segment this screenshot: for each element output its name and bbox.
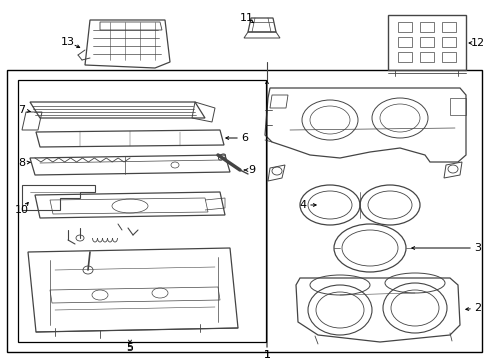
Bar <box>397 22 411 32</box>
Text: 2: 2 <box>473 303 481 313</box>
Bar <box>397 37 411 47</box>
Bar <box>7 70 481 352</box>
Bar <box>419 22 433 32</box>
Bar <box>419 37 433 47</box>
Text: 5: 5 <box>126 342 133 352</box>
Bar <box>441 22 455 32</box>
Text: 1: 1 <box>263 350 270 360</box>
Bar <box>387 15 465 70</box>
Text: 9: 9 <box>248 165 255 175</box>
Text: 12: 12 <box>470 38 484 48</box>
Text: 5: 5 <box>126 343 133 353</box>
Bar <box>397 52 411 62</box>
Text: 1: 1 <box>263 350 270 360</box>
Text: 8: 8 <box>19 158 25 168</box>
Bar <box>441 37 455 47</box>
Text: 11: 11 <box>240 13 253 23</box>
Bar <box>419 52 433 62</box>
Text: 4: 4 <box>299 200 306 210</box>
Bar <box>441 52 455 62</box>
Text: 13: 13 <box>61 37 75 47</box>
Text: 10: 10 <box>15 205 29 215</box>
Bar <box>18 80 265 342</box>
Text: 7: 7 <box>19 105 25 115</box>
Text: 6: 6 <box>241 133 248 143</box>
Text: 3: 3 <box>473 243 481 253</box>
